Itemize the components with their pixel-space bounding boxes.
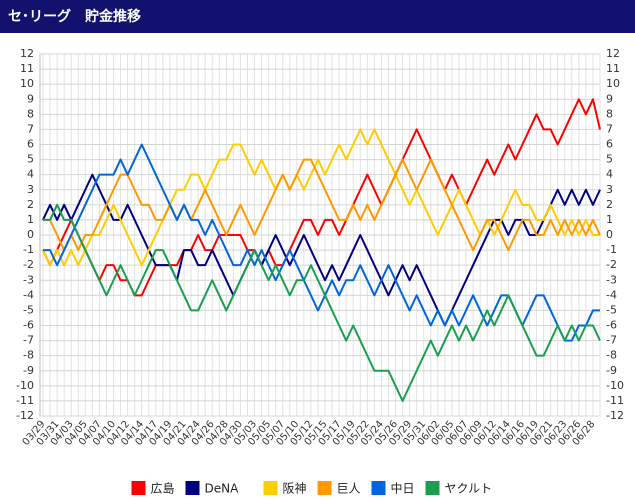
y2-tick-label: -2	[606, 258, 617, 271]
y-tick-label: 1	[27, 213, 34, 226]
y2-tick-label: -3	[606, 273, 617, 286]
y-tick-label: 2	[27, 198, 34, 211]
series-line	[42, 173, 601, 327]
y-tick-label: -7	[23, 334, 34, 347]
y2-tick-label: -4	[606, 288, 617, 301]
y2-tick-label: -7	[606, 334, 617, 347]
y2-tick-label: 8	[606, 107, 613, 120]
y2-tick-label: -11	[606, 394, 624, 407]
y2-tick-label: -6	[606, 319, 617, 332]
y2-tick-label: 2	[606, 198, 613, 211]
legend-label: 中日	[391, 481, 415, 496]
y-tick-label: -12	[16, 409, 34, 422]
series-line	[43, 158, 601, 252]
legend-label: ヤクルト	[445, 482, 493, 496]
y-tick-label: -3	[23, 273, 34, 286]
y2-tick-label: -12	[606, 409, 624, 422]
y-tick-label: 7	[27, 122, 34, 135]
y-tick-label: -1	[23, 243, 34, 256]
legend-swatch	[371, 481, 386, 495]
legend-swatch	[131, 481, 146, 495]
y-tick-label: 5	[27, 153, 34, 166]
y2-tick-label: 7	[606, 122, 613, 135]
legend-swatch	[185, 481, 200, 495]
legend-swatch	[425, 481, 440, 495]
series-line	[42, 128, 600, 267]
legend: 広島 DeNA 阪神 巨人 中日 ヤクルト	[131, 481, 493, 496]
y-tick-label: 12	[20, 47, 34, 60]
series-line	[42, 98, 601, 297]
y-tick-label: 3	[27, 183, 34, 196]
y-tick-label: -8	[23, 349, 34, 362]
y2-tick-label: 12	[606, 47, 620, 60]
y-tick-label: 10	[20, 77, 34, 90]
y2-tick-label: 6	[606, 138, 613, 151]
y2-tick-label: 5	[606, 153, 613, 166]
y-tick-label: 6	[27, 138, 34, 151]
y2-tick-label: 10	[606, 77, 620, 90]
y-tick-label: -9	[23, 364, 34, 377]
y-tick-label: -4	[23, 288, 34, 301]
y2-tick-label: 4	[606, 168, 613, 181]
legend-label: 広島	[151, 481, 175, 496]
chart-title: セ･リーグ 貯金推移	[8, 8, 141, 25]
y-tick-label: 8	[27, 107, 34, 120]
y-tick-label: 0	[27, 228, 34, 241]
y-tick-label: 11	[20, 62, 34, 75]
y2-tick-label: 9	[606, 92, 613, 105]
y2-tick-label: -9	[606, 364, 617, 377]
title-bar	[0, 0, 635, 33]
y2-tick-label: -5	[606, 303, 617, 316]
y-tick-label: 9	[27, 92, 34, 105]
y2-tick-label: -10	[606, 379, 624, 392]
y2-tick-label: -1	[606, 243, 617, 256]
y2-tick-label: -8	[606, 349, 617, 362]
legend-label: 巨人	[337, 482, 361, 496]
y-tick-label: -6	[23, 319, 34, 332]
y2-tick-label: 1	[606, 213, 613, 226]
y2-tick-label: 11	[606, 62, 620, 75]
y-tick-label: -5	[23, 303, 34, 316]
y2-tick-label: 3	[606, 183, 613, 196]
y2-tick-label: 0	[606, 228, 613, 241]
series-line	[43, 203, 601, 402]
y-tick-label: -11	[16, 394, 34, 407]
legend-label: 阪神	[283, 482, 307, 496]
legend-swatch	[263, 481, 278, 495]
y-tick-label: 4	[27, 168, 34, 181]
legend-label: DeNA	[205, 482, 240, 496]
legend-swatch	[317, 481, 332, 495]
series-line	[43, 143, 600, 342]
y-tick-label: -2	[23, 258, 34, 271]
y-tick-label: -10	[16, 379, 34, 392]
